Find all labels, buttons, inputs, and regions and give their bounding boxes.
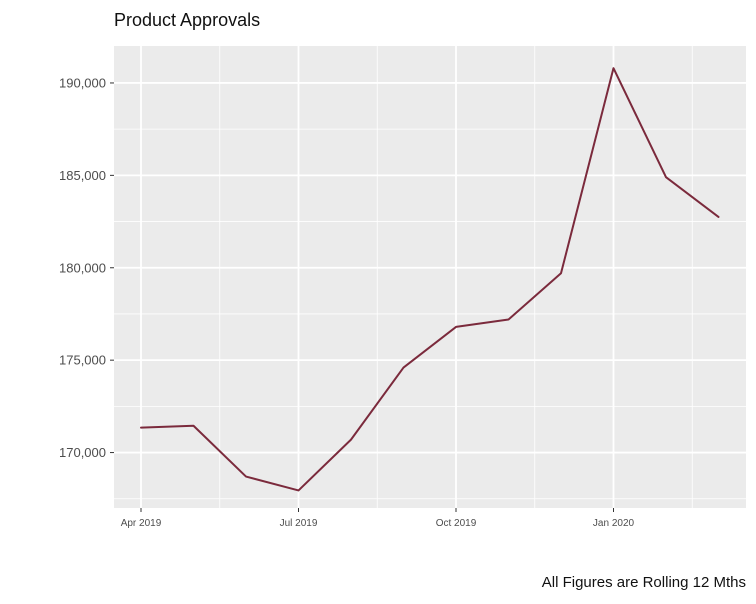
- y-tick-label: 175,000: [59, 353, 106, 368]
- x-tick-label: Jan 2020: [593, 518, 635, 529]
- y-tick-label: 185,000: [59, 168, 106, 183]
- x-axis: Apr 2019 Jul 2019 Oct 2019 Jan 2020: [121, 508, 635, 529]
- major-gridlines: [114, 46, 746, 508]
- y-tick-label: 180,000: [59, 260, 106, 275]
- plot-panel: [114, 46, 746, 508]
- x-tick-label: Jul 2019: [280, 518, 318, 529]
- chart-title: Product Approvals: [114, 10, 260, 30]
- x-tick-label: Oct 2019: [436, 518, 477, 529]
- minor-gridlines: [114, 46, 746, 508]
- y-axis: 170,000 175,000 180,000 185,000 190,000: [59, 75, 114, 460]
- x-tick-label: Apr 2019: [121, 518, 162, 529]
- y-tick-label: 190,000: [59, 75, 106, 90]
- y-tick-label: 170,000: [59, 445, 106, 460]
- chart-caption: All Figures are Rolling 12 Mths: [542, 574, 746, 591]
- series-line: [140, 67, 720, 492]
